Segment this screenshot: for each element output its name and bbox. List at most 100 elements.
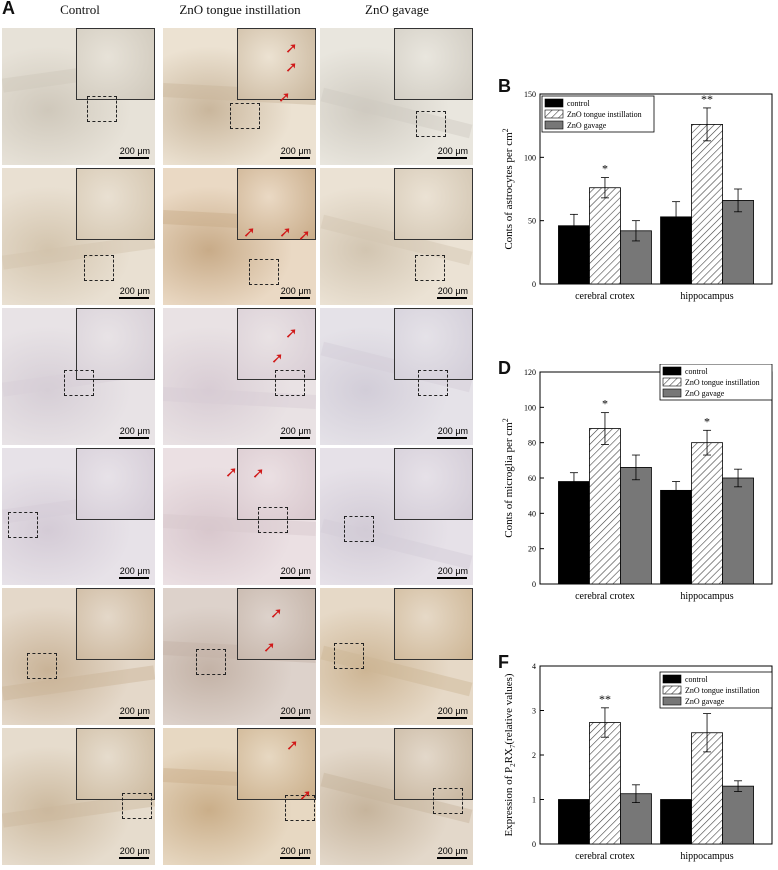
scale-bar — [437, 857, 467, 859]
scale-label: 200 μm — [280, 146, 311, 156]
scale-bar — [119, 437, 149, 439]
y-tick-label: 80 — [528, 439, 536, 448]
plot-frame — [539, 93, 773, 285]
legend-label: control — [685, 675, 708, 684]
category-label: hippocampus — [680, 591, 733, 602]
significance-marker: * — [704, 414, 710, 428]
bar — [722, 785, 754, 845]
magnified-inset — [76, 448, 155, 520]
bar — [620, 467, 652, 585]
y-tick-label: 4 — [532, 662, 536, 671]
micrograph: 200 μm ➚ ➚ ➚ — [163, 28, 316, 165]
category-label: hippocampus — [680, 851, 733, 862]
significance-marker: * — [602, 162, 608, 176]
scale-label: 200 μm — [119, 846, 150, 856]
red-arrow-icon: ➚ — [270, 604, 283, 622]
scale-label: 200 μm — [437, 426, 468, 436]
scale-bar — [437, 437, 467, 439]
scale-bar — [437, 717, 467, 719]
micrograph: 200 μm — [320, 308, 473, 445]
scale-label: 200 μm — [119, 146, 150, 156]
panel-label-a: A — [2, 0, 15, 18]
scale-bar — [119, 717, 149, 719]
legend-label: ZnO gavage — [567, 121, 607, 130]
magnified-inset — [237, 168, 316, 240]
scale-bar — [280, 717, 310, 719]
legend-label: control — [685, 367, 708, 376]
scale-label: 200 μm — [280, 426, 311, 436]
significance-marker: * — [602, 397, 608, 411]
category-label: hippocampus — [680, 291, 733, 302]
bar — [691, 124, 723, 285]
y-tick-label: 120 — [524, 368, 536, 377]
category-label: cerebral crotex — [575, 591, 635, 602]
y-tick-label: 1 — [532, 796, 536, 805]
scale-bar — [280, 157, 310, 159]
magnified-inset — [394, 168, 473, 240]
legend-label: control — [567, 99, 590, 108]
micrograph: 200 μm — [2, 448, 155, 585]
magnified-inset — [394, 588, 473, 660]
region-of-interest-box — [196, 649, 226, 675]
red-arrow-icon: ➚ — [225, 463, 238, 481]
y-tick-label: 2 — [532, 751, 536, 760]
significance-marker: ** — [599, 692, 611, 706]
red-arrow-icon: ➚ — [285, 324, 298, 342]
bar — [722, 477, 754, 585]
magnified-inset — [76, 588, 155, 660]
legend-label: ZnO tongue instillation — [685, 378, 760, 387]
scale-bar — [280, 577, 310, 579]
micrograph: 200 μm — [320, 588, 473, 725]
column-header-gavage: ZnO gavage — [365, 2, 429, 17]
red-arrow-icon: ➚ — [252, 464, 265, 482]
panel-label-d: D — [498, 358, 511, 378]
magnified-inset — [394, 448, 473, 520]
magnified-inset — [76, 168, 155, 240]
region-of-interest-box — [249, 259, 279, 285]
bar — [558, 481, 590, 585]
legend-swatch — [662, 377, 682, 387]
scale-bar — [437, 577, 467, 579]
region-of-interest-box — [416, 111, 446, 137]
significance-marker: ** — [701, 92, 713, 106]
red-arrow-icon: ➚ — [286, 736, 299, 754]
scale-label: 200 μm — [437, 286, 468, 296]
y-tick-label: 20 — [528, 545, 536, 554]
region-of-interest-box — [64, 370, 94, 396]
magnified-inset — [76, 308, 155, 380]
column-header-control: Control — [60, 2, 100, 17]
region-of-interest-box — [344, 516, 374, 542]
micrograph: 200 μm — [320, 448, 473, 585]
region-of-interest-box — [433, 788, 463, 814]
category-label: cerebral crotex — [575, 851, 635, 862]
legend-swatch — [544, 120, 564, 130]
scale-bar — [437, 157, 467, 159]
scale-bar — [119, 577, 149, 579]
red-arrow-icon: ➚ — [299, 786, 312, 804]
y-tick-label: 100 — [524, 153, 536, 162]
bar — [589, 428, 621, 585]
legend-label: ZnO gavage — [685, 697, 725, 706]
category-label: cerebral crotex — [575, 291, 635, 302]
scale-label: 200 μm — [119, 566, 150, 576]
scale-bar — [437, 297, 467, 299]
region-of-interest-box — [230, 103, 260, 129]
micrograph: 200 μm ➚ ➚ — [163, 448, 316, 585]
scale-label: 200 μm — [437, 146, 468, 156]
magnified-inset — [394, 28, 473, 100]
red-arrow-icon: ➚ — [263, 638, 276, 656]
legend-swatch — [662, 696, 682, 706]
red-arrow-icon: ➚ — [279, 223, 292, 241]
scale-label: 200 μm — [437, 706, 468, 716]
micrograph: 200 μm — [2, 308, 155, 445]
region-of-interest-box — [275, 370, 305, 396]
bar — [589, 722, 621, 845]
micrograph: 200 μm — [2, 588, 155, 725]
region-of-interest-box — [418, 370, 448, 396]
panel-label-f: F — [498, 652, 509, 672]
bar — [660, 489, 692, 585]
micrograph: 200 μm — [2, 28, 155, 165]
legend-swatch — [662, 674, 682, 684]
y-tick-label: 60 — [528, 474, 536, 483]
micrograph: 200 μm ➚ ➚ — [163, 308, 316, 445]
